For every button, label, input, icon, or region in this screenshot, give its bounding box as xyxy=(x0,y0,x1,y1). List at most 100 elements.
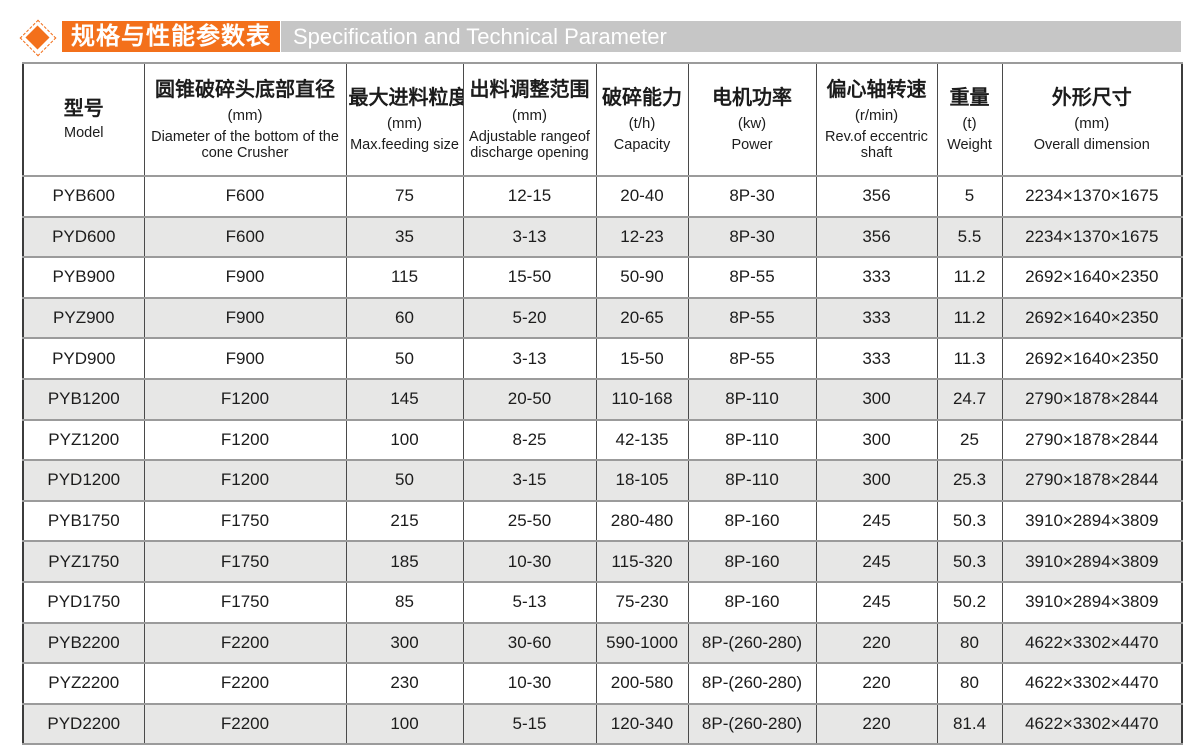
table-cell: 85 xyxy=(345,580,464,624)
table-cell: 2692×1640×2350 xyxy=(1001,256,1183,299)
table-cell: PYD900 xyxy=(22,337,145,380)
table-cell: 50.3 xyxy=(936,499,1003,543)
table-row-PYB2200: PYB2200 F2200 300 30-60 590-1000 8P-(260-280)… xyxy=(22,621,1183,665)
table-cell: 5.5 xyxy=(936,215,1003,259)
table-cell: PYD1750 xyxy=(22,580,145,624)
table-cell: 25 xyxy=(936,418,1003,462)
table-cell: 42-135 xyxy=(595,418,689,462)
header-label-en: Adjustable rangeof discharge opening xyxy=(469,128,590,161)
table-cell: 5-20 xyxy=(462,296,597,340)
header-label-en: Power xyxy=(731,136,773,153)
header-cell-feeding: 最大进料粒度 (mm) Max.feeding size xyxy=(345,62,464,177)
table-cell: 356 xyxy=(815,215,938,259)
table-cell: 8P-160 xyxy=(687,499,817,543)
table-cell: PYB1200 xyxy=(22,377,145,421)
table-cell: 280-480 xyxy=(595,499,689,543)
table-cell: 11.2 xyxy=(936,256,1003,299)
header-label-zh: 破碎能力 xyxy=(602,87,682,110)
table-cell: 50-90 xyxy=(595,256,689,299)
table-cell: 3910×2894×3809 xyxy=(1001,580,1183,624)
table-cell: 80 xyxy=(936,621,1003,665)
header-cell-diameter: 圆锥破碎头底部直径 (mm) Diameter of the bottom of t… xyxy=(143,62,347,177)
table-cell: F1200 xyxy=(143,377,347,421)
header-cell-discharge: 出料调整范围 (mm) Adjustable rangeof discharge o… xyxy=(462,62,597,177)
table-cell: 2790×1878×2844 xyxy=(1001,377,1183,421)
header-label-zh: 电机功率 xyxy=(712,87,792,110)
header-row: 型号 Model 圆锥破碎头底部直径 (mm) Diameter of the bott… xyxy=(22,62,1183,177)
table-cell: 20-40 xyxy=(595,175,689,218)
table-cell: F900 xyxy=(143,296,347,340)
table-cell: PYB900 xyxy=(22,256,145,299)
header-unit: (mm) xyxy=(512,107,547,125)
table-cell: F900 xyxy=(143,256,347,299)
table-cell: 3-15 xyxy=(462,459,597,502)
table-cell: 50.2 xyxy=(936,580,1003,624)
table-cell: 15-50 xyxy=(462,256,597,299)
table-cell: PYB600 xyxy=(22,175,145,218)
table-cell: 300 xyxy=(815,377,938,421)
spec-table: 型号 Model 圆锥破碎头底部直径 (mm) Diameter of the bott… xyxy=(22,62,1183,746)
table-row-PYB600: PYB600 F600 75 12-15 20-40 8P-30 356 5 2234×1370… xyxy=(22,175,1183,218)
table-cell: 8P-55 xyxy=(687,296,817,340)
table-cell: 30-60 xyxy=(462,621,597,665)
page-title-zh: 规格与性能参数表 xyxy=(62,21,280,52)
table-cell: 25.3 xyxy=(936,459,1003,502)
table-cell: 245 xyxy=(815,540,938,583)
table-cell: F600 xyxy=(143,215,347,259)
table-cell: PYZ2200 xyxy=(22,662,145,705)
table-cell: 8P-110 xyxy=(687,377,817,421)
table-cell: F1750 xyxy=(143,580,347,624)
table-cell: 4622×3302×4470 xyxy=(1001,662,1183,705)
table-cell: 200-580 xyxy=(595,662,689,705)
header-label-en: Diameter of the bottom of the cone Crush… xyxy=(151,128,339,161)
header-cell-power: 电机功率 (kw) Power xyxy=(687,62,817,177)
table-cell: 2790×1878×2844 xyxy=(1001,459,1183,502)
table-cell: 60 xyxy=(345,296,464,340)
header-unit: (t/h) xyxy=(628,115,656,133)
table-row-PYD1750: PYD1750 F1750 85 5-13 75-230 8P-160 245 50.2 391… xyxy=(22,580,1183,624)
table-cell: 220 xyxy=(815,662,938,705)
table-cell: 5-13 xyxy=(462,580,597,624)
header-label-en: Overall dimension xyxy=(1033,136,1150,153)
table-cell: 333 xyxy=(815,296,938,340)
table-cell: 590-1000 xyxy=(595,621,689,665)
table-cell: 300 xyxy=(345,621,464,665)
table-cell: PYD2200 xyxy=(22,702,145,746)
header-cell-rev: 偏心轴转速 (r/min) Rev.of eccentric shaft xyxy=(815,62,938,177)
table-cell: 220 xyxy=(815,702,938,746)
table-cell: 20-50 xyxy=(462,377,597,421)
header-label-zh: 圆锥破碎头底部直径 xyxy=(155,79,335,102)
table-cell: 8P-110 xyxy=(687,459,817,502)
table-cell: 300 xyxy=(815,418,938,462)
header-label-zh: 出料调整范围 xyxy=(469,79,590,102)
header-label-zh: 重量 xyxy=(949,87,990,110)
table-cell: 3910×2894×3809 xyxy=(1001,540,1183,583)
table-cell: 333 xyxy=(815,337,938,380)
table-cell: PYD600 xyxy=(22,215,145,259)
table-cell: F900 xyxy=(143,337,347,380)
table-row-PYD900: PYD900 F900 50 3-13 15-50 8P-55 333 11.3 2692×16… xyxy=(22,337,1183,380)
header-cell-capacity: 破碎能力 (t/h) Capacity xyxy=(595,62,689,177)
table-cell: 8P-160 xyxy=(687,540,817,583)
table-cell: 115-320 xyxy=(595,540,689,583)
header-label-en: Model xyxy=(64,125,104,142)
table-cell: PYZ1750 xyxy=(22,540,145,583)
table-cell: 10-30 xyxy=(462,540,597,583)
table-cell: F600 xyxy=(143,175,347,218)
table-cell: 11.2 xyxy=(936,296,1003,340)
table-cell: 8P-110 xyxy=(687,418,817,462)
table-cell: 25-50 xyxy=(462,499,597,543)
header-cell-model: 型号 Model xyxy=(22,62,145,177)
table-row-PYD600: PYD600 F600 35 3-13 12-23 8P-30 356 5.5 2234×137… xyxy=(22,215,1183,259)
table-cell: F1750 xyxy=(143,540,347,583)
table-cell: 5-15 xyxy=(462,702,597,746)
table-cell: 110-168 xyxy=(595,377,689,421)
diamond-icon xyxy=(19,19,57,57)
table-row-PYB1750: PYB1750 F1750 215 25-50 280-480 8P-160 245 50.3… xyxy=(22,499,1183,543)
table-row-PYB1200: PYB1200 F1200 145 20-50 110-168 8P-110 300 24.7… xyxy=(22,377,1183,421)
table-cell: 145 xyxy=(345,377,464,421)
table-cell: 8P-55 xyxy=(687,256,817,299)
table-cell: PYB2200 xyxy=(22,621,145,665)
table-row-PYZ2200: PYZ2200 F2200 230 10-30 200-580 8P-(260-280) 2… xyxy=(22,662,1183,705)
table-cell: 4622×3302×4470 xyxy=(1001,621,1183,665)
